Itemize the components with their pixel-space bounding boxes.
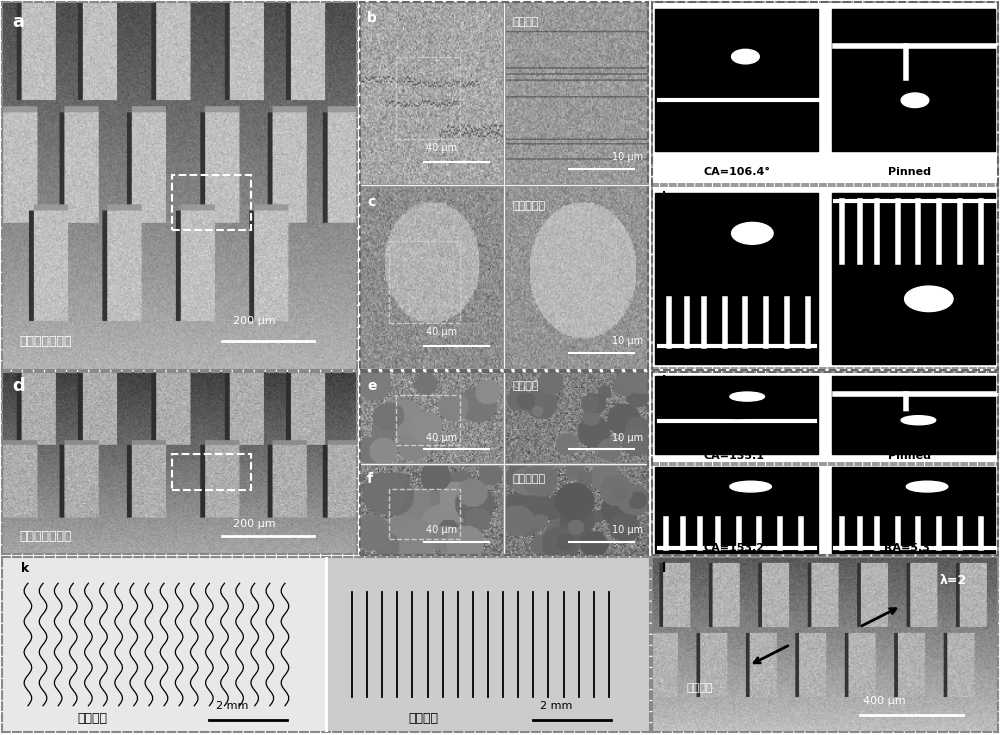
Text: 40 μm: 40 μm	[426, 526, 457, 535]
Circle shape	[858, 86, 955, 137]
Circle shape	[851, 412, 962, 441]
Text: b: b	[367, 11, 377, 25]
Text: 10 μm: 10 μm	[612, 526, 643, 535]
Bar	[326, 557, 650, 732]
Text: 飞秒激光修饰前: 飞秒激光修饰前	[20, 335, 72, 348]
Circle shape	[905, 286, 953, 312]
Text: 拉伸之后: 拉伸之后	[408, 712, 438, 725]
Text: 硅胶基板: 硅胶基板	[512, 17, 539, 26]
Text: i: i	[662, 375, 667, 388]
Text: 200 μm: 200 μm	[233, 316, 275, 326]
Text: 10 μm: 10 μm	[612, 336, 643, 346]
Text: λ=2: λ=2	[939, 575, 967, 587]
Bar	[655, 193, 818, 365]
Circle shape	[661, 209, 813, 290]
Text: 10 μm: 10 μm	[612, 433, 643, 443]
Bar	[655, 376, 818, 454]
Circle shape	[678, 387, 796, 418]
Text: a: a	[13, 13, 25, 31]
Text: CA=135.1°: CA=135.1°	[703, 451, 770, 461]
Text: CA=153.2°: CA=153.2°	[703, 543, 770, 553]
Circle shape	[688, 42, 785, 93]
Text: 飞秒激光修饰后: 飞秒激光修饰后	[20, 530, 72, 543]
Text: l: l	[662, 562, 667, 576]
Text: 拉伸之前: 拉伸之前	[78, 712, 108, 725]
Text: Pinned: Pinned	[888, 167, 931, 176]
Bar	[389, 490, 460, 539]
Circle shape	[901, 416, 936, 425]
Text: 40 μm: 40 μm	[426, 143, 457, 153]
Text: 200 μm: 200 μm	[233, 518, 275, 528]
Text: 10 μm: 10 μm	[612, 152, 643, 162]
Text: Pinned: Pinned	[888, 451, 931, 461]
Circle shape	[732, 49, 759, 64]
Text: 40 μm: 40 μm	[426, 433, 457, 443]
Text: 2 mm: 2 mm	[216, 701, 248, 711]
Bar	[655, 467, 818, 553]
Circle shape	[661, 474, 813, 514]
Bar	[832, 376, 995, 454]
Text: RA=5.3°: RA=5.3°	[884, 543, 936, 553]
Circle shape	[906, 481, 948, 492]
Circle shape	[732, 223, 773, 244]
Bar	[655, 10, 818, 151]
Text: 2 mm: 2 mm	[540, 701, 572, 711]
Text: 40 μm: 40 μm	[426, 327, 457, 337]
Bar	[2, 557, 326, 732]
Circle shape	[834, 271, 993, 355]
Bar	[396, 57, 460, 138]
Text: k: k	[21, 562, 30, 576]
Bar	[389, 240, 460, 323]
Bar	[832, 10, 995, 151]
Bar	[832, 193, 995, 365]
Bar	[172, 454, 250, 490]
Text: c: c	[367, 195, 375, 209]
Text: f: f	[367, 472, 373, 486]
Circle shape	[837, 474, 989, 514]
Text: 微米柱顶部: 微米柱顶部	[512, 201, 545, 210]
Text: 拉伸方向: 拉伸方向	[687, 683, 713, 693]
Text: j: j	[662, 467, 667, 481]
Circle shape	[901, 93, 929, 107]
Text: 微米柱顶部: 微米柱顶部	[512, 474, 545, 484]
Text: g: g	[662, 7, 671, 21]
Text: 硅胶基板: 硅胶基板	[512, 381, 539, 391]
Text: 400 μm: 400 μm	[863, 696, 906, 706]
Text: d: d	[13, 378, 25, 395]
Text: h: h	[662, 191, 671, 204]
Bar	[172, 175, 250, 230]
Text: Pinned: Pinned	[888, 351, 931, 361]
Circle shape	[730, 481, 771, 492]
Circle shape	[730, 392, 764, 401]
Bar	[832, 467, 995, 553]
Text: CA=106.4°: CA=106.4°	[703, 167, 770, 176]
Text: e: e	[367, 379, 377, 393]
Text: CA=152.5°: CA=152.5°	[703, 351, 770, 361]
Bar	[396, 395, 460, 445]
